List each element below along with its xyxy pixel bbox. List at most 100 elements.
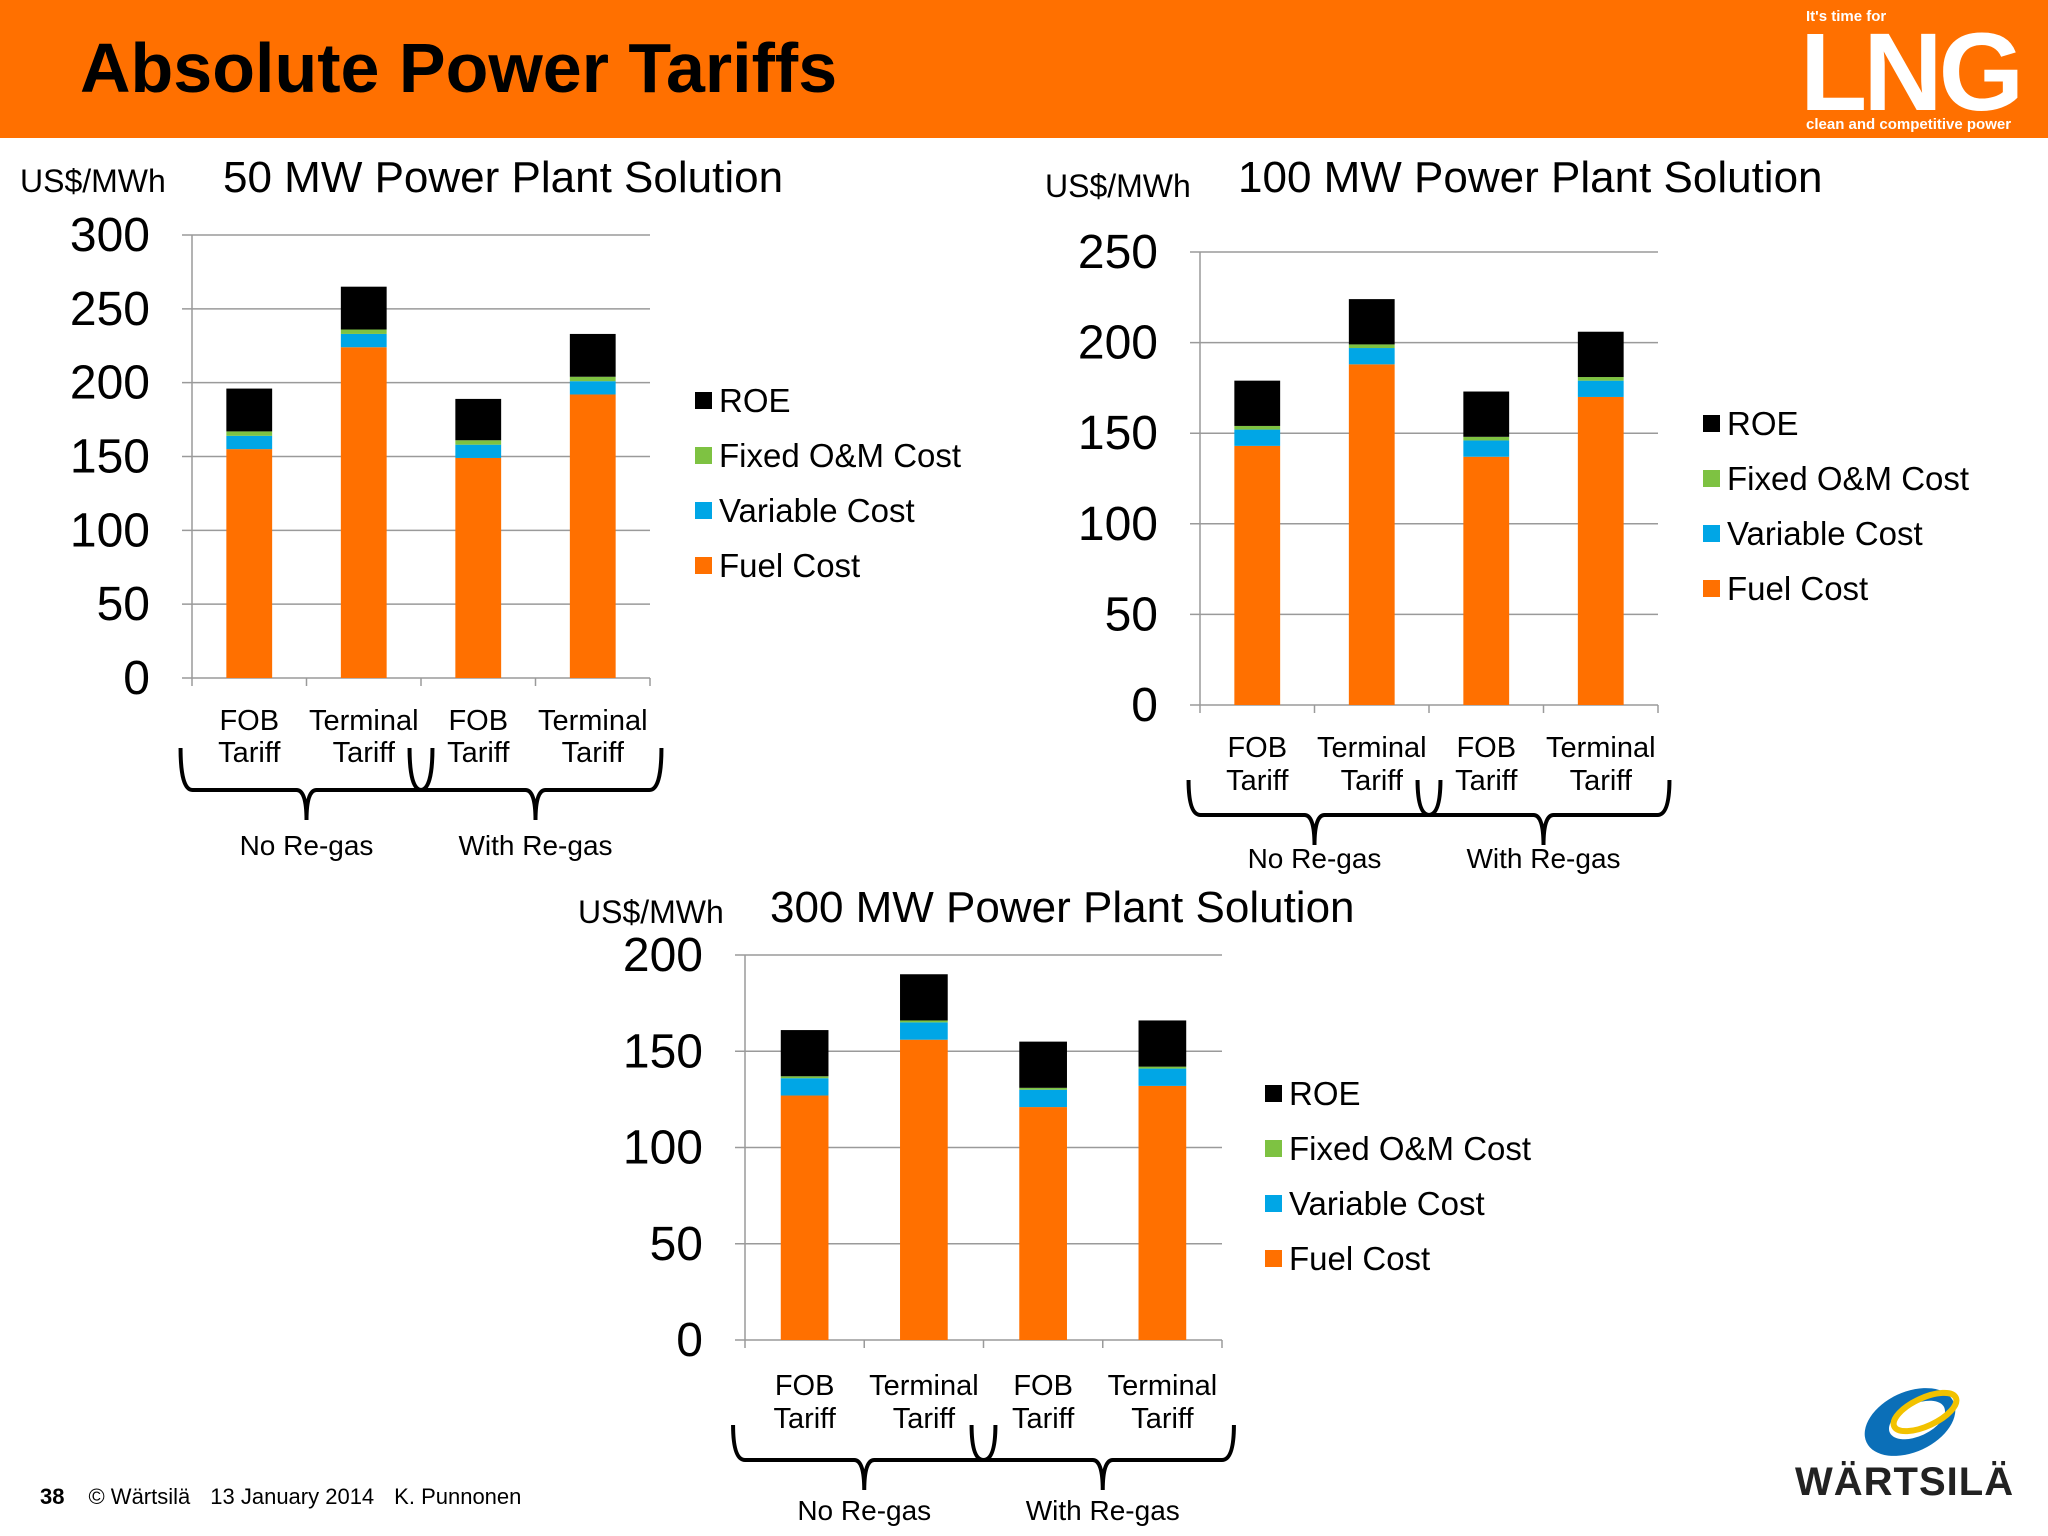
bar-segment <box>900 1022 948 1040</box>
x-tick-label: FOB <box>219 705 279 737</box>
bar-segment <box>780 1078 829 1096</box>
title-bar: Absolute Power Tariffs It's time for LNG… <box>0 0 2048 138</box>
legend-swatch <box>1265 1195 1282 1212</box>
legend-label: Variable Cost <box>719 492 915 529</box>
bar-segment <box>1019 1089 1067 1108</box>
group-label: No Re-gas <box>1248 843 1382 874</box>
x-tick-label: FOB <box>1227 732 1287 764</box>
x-tick-label: Tariff <box>773 1403 836 1435</box>
date: 13 January 2014 <box>210 1484 375 1509</box>
legend-label: ROE <box>719 382 791 419</box>
x-tick-label: Terminal <box>1317 732 1427 764</box>
chart-svg: US$/MWh 100 MW Power Plant Solution 0 50 100… <box>1045 153 1969 874</box>
legend-label: Variable Cost <box>1727 515 1923 552</box>
y-tick-label: 200 <box>623 929 703 982</box>
bar-segment <box>780 1076 829 1079</box>
x-tick-label: Tariff <box>1455 765 1518 797</box>
y-tick-label: 50 <box>97 578 150 631</box>
bar-segment <box>1577 396 1624 705</box>
y-tick-label: 200 <box>1078 317 1158 370</box>
chart-svg: US$/MWh 50 MW Power Plant Solution 0 50 100 1… <box>20 153 961 861</box>
legend-swatch <box>1703 580 1720 597</box>
bar-segment <box>226 388 273 432</box>
bar-segment <box>1138 1066 1187 1069</box>
y-axis-label: US$/MWh <box>578 894 724 930</box>
y-tick-label: 0 <box>123 652 150 705</box>
y-tick-label: 150 <box>70 431 150 484</box>
x-tick-label: Tariff <box>1570 765 1633 797</box>
bar-segment <box>569 394 616 678</box>
wartsila-logo: WÄRTSILÄ <box>1795 1372 2013 1512</box>
x-tick-label: Tariff <box>893 1403 956 1435</box>
bar-segment <box>1019 1107 1067 1340</box>
x-tick-label: FOB <box>775 1370 835 1402</box>
x-tick-label: FOB <box>1456 732 1516 764</box>
chart-title: 100 MW Power Plant Solution <box>1238 153 1823 202</box>
bar-segment <box>569 376 616 382</box>
x-tick-label: Tariff <box>447 737 510 769</box>
bar-segment <box>340 347 387 678</box>
author: K. Punnonen <box>394 1484 522 1509</box>
footer: 38 © Wärtsilä 13 January 2014 K. Punnonen <box>40 1484 541 1510</box>
y-tick-label: 200 <box>70 357 150 410</box>
x-tick-label: Terminal <box>1546 732 1656 764</box>
bar-segment <box>1234 425 1281 430</box>
bar-segment <box>455 444 502 458</box>
legend-label: ROE <box>1289 1075 1361 1112</box>
group-label: With Re-gas <box>458 830 612 861</box>
bar-segment <box>1577 331 1624 378</box>
legend-label: Fixed O&M Cost <box>1727 460 1969 497</box>
bar-segment <box>455 398 502 441</box>
bar-segment <box>1234 445 1281 705</box>
bar-segment <box>1463 391 1510 437</box>
legend-swatch <box>1265 1085 1282 1102</box>
y-tick-label: 0 <box>676 1314 703 1367</box>
bar-segment <box>1463 436 1510 441</box>
bar-segment <box>1138 1020 1187 1067</box>
chart-title: 50 MW Power Plant Solution <box>223 153 783 202</box>
bar-segment <box>1463 456 1510 705</box>
wartsila-wordmark: WÄRTSILÄ <box>1795 1460 2015 1504</box>
legend-label: Fuel Cost <box>719 547 860 584</box>
legend-label: ROE <box>1727 405 1799 442</box>
x-tick-label: Tariff <box>1012 1403 1075 1435</box>
bar-segment <box>1019 1041 1067 1088</box>
bar-segment <box>340 333 387 348</box>
bar-segment <box>780 1030 829 1077</box>
legend-swatch <box>695 502 712 519</box>
x-tick-label: FOB <box>1013 1370 1073 1402</box>
group-label: With Re-gas <box>1466 843 1620 874</box>
bar-segment <box>1348 348 1395 365</box>
bar-segment <box>1234 429 1281 446</box>
group-bracket <box>407 747 664 821</box>
group-bracket <box>731 1424 998 1491</box>
legend-swatch <box>695 392 712 409</box>
x-tick-label: Tariff <box>1131 1403 1194 1435</box>
bar-segment <box>1138 1068 1187 1086</box>
y-tick-label: 150 <box>623 1025 703 1078</box>
bar-segment <box>1348 364 1395 705</box>
chart-100mw: US$/MWh 100 MW Power Plant Solution 0 50 100… <box>1020 150 2040 890</box>
logo-tagline-bottom: clean and competitive power <box>1806 116 2012 133</box>
chart-300mw: US$/MWh 300 MW Power Plant Solution 0 50 100… <box>560 880 1660 1530</box>
bar-segment <box>1348 299 1395 345</box>
bar-segment <box>1138 1085 1187 1340</box>
y-tick-label: 100 <box>623 1122 703 1175</box>
x-tick-label: Tariff <box>1341 765 1404 797</box>
group-bracket <box>969 1424 1236 1491</box>
group-bracket <box>1186 779 1443 846</box>
x-tick-label: Terminal <box>309 705 419 737</box>
logo-tagline-top: It's time for <box>1806 8 1887 25</box>
y-tick-label: 0 <box>1131 679 1158 732</box>
bar-segment <box>1463 440 1510 457</box>
y-axis-label: US$/MWh <box>1045 168 1191 204</box>
wartsila-swirl-icon <box>1864 1388 1960 1456</box>
bar-segment <box>455 457 502 678</box>
bar-segment <box>900 1020 948 1023</box>
x-tick-label: Terminal <box>869 1370 979 1402</box>
lng-logo: It's time for LNG clean and competitive … <box>1800 6 2030 134</box>
legend-swatch <box>1265 1140 1282 1157</box>
y-tick-label: 100 <box>1078 498 1158 551</box>
legend-swatch <box>1703 415 1720 432</box>
bar-segment <box>226 435 273 450</box>
